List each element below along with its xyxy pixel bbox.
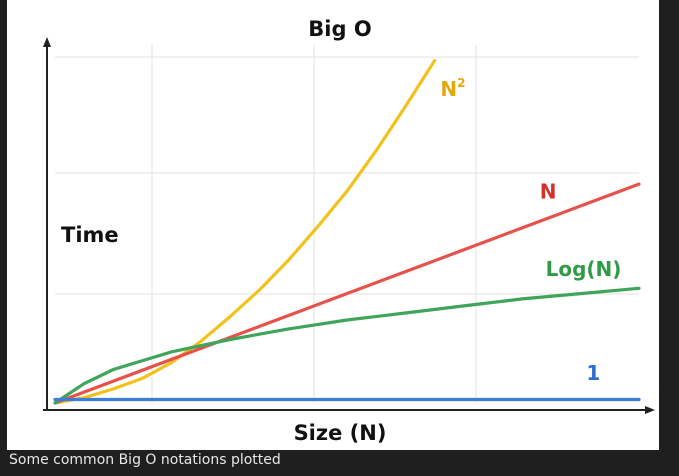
series-label-2: N: [540, 179, 557, 203]
chart-title: Big O: [308, 17, 371, 41]
y-axis-arrow: [43, 37, 51, 47]
axes: [43, 37, 655, 414]
series-label-4: 1: [586, 361, 600, 385]
x-axis-label: Size (N): [294, 421, 387, 445]
series-label-3: Log(N): [546, 257, 622, 281]
series-labels: N2 N Log(N) 1: [440, 76, 621, 385]
series-line-3: [53, 286, 641, 405]
grid-lines: [55, 45, 639, 403]
figure-caption: Some common Big O notations plotted: [9, 452, 281, 468]
chart-panel: N2 N Log(N) 1 Big O Size (N) Time: [7, 0, 659, 450]
x-axis-arrow: [645, 406, 655, 414]
series-line-2: [53, 182, 641, 405]
series-lines: [53, 59, 641, 405]
series-label-superscript: 2: [457, 76, 465, 90]
y-axis-label: Time: [61, 223, 119, 247]
big-o-chart: N2 N Log(N) 1 Big O Size (N) Time: [43, 17, 655, 445]
series-line-1: [53, 59, 437, 405]
series-label-1: N2: [440, 76, 465, 101]
